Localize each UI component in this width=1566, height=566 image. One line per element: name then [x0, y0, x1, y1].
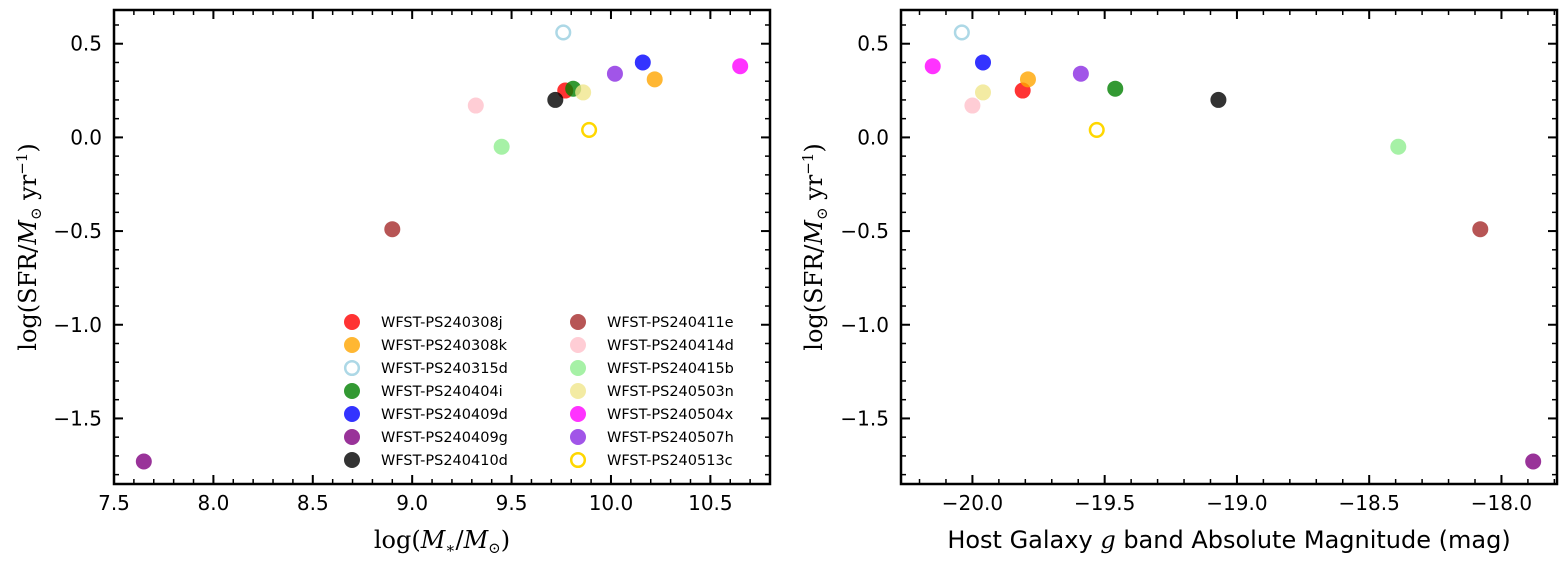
right-point-wfst-ps240404i [1107, 80, 1124, 97]
right-y-tick-label: 0.5 [857, 32, 889, 56]
right-x-tick-label: −19.0 [1206, 491, 1267, 515]
legend-label-wfst-ps240513c: WFST-PS240513c [607, 453, 733, 469]
left-x-tick-label: 9.5 [496, 491, 528, 515]
legend-label-wfst-ps240409g: WFST-PS240409g [381, 430, 508, 446]
right-point-wfst-ps240503n [975, 84, 991, 101]
right-point-wfst-ps240409d [975, 54, 991, 71]
right-x-tick-label: −19.5 [1074, 491, 1135, 515]
right-y-tick-label: −1.5 [840, 406, 889, 430]
left-y-axis-label: log(SFR/M⊙ yr−1) [13, 143, 45, 350]
right-x-tick-label: −18.0 [1471, 491, 1532, 515]
right-y-tick-label: 0.0 [857, 125, 889, 149]
right-point-wfst-ps240504x [924, 58, 941, 75]
legend-marker-wfst-ps240503n [570, 383, 586, 399]
right-point-wfst-ps240308k [1019, 71, 1036, 88]
legend-marker-wfst-ps240404i [344, 383, 360, 399]
legend-label-wfst-ps240404i: WFST-PS240404i [381, 384, 503, 400]
legend-label-wfst-ps240504x: WFST-PS240504x [607, 407, 734, 423]
legend-label-wfst-ps240308j: WFST-PS240308j [381, 315, 503, 331]
left-point-wfst-ps240409d [634, 54, 651, 71]
left-point-wfst-ps240308k [646, 71, 663, 88]
legend-marker-wfst-ps240513c [569, 451, 587, 469]
left-point-wfst-ps240315d [555, 24, 572, 41]
left-point-wfst-ps240414d [467, 97, 484, 114]
left-y-tick-label: −1.0 [53, 313, 102, 337]
legend-marker-wfst-ps240308j [344, 314, 360, 330]
left-data-points [135, 24, 749, 470]
left-tick-labels: 7.5 8.0 8.5 9.0 9.5 10.0 10.5 0.5 0.0 −0.5 −1.0 −1.… [53, 32, 732, 515]
right-point-wfst-ps240414d [964, 97, 981, 114]
right-y-tick-label: −1.0 [840, 313, 889, 337]
legend-marker-wfst-ps240507h [570, 429, 586, 445]
legend-marker-wfst-ps240409g [344, 429, 360, 445]
right-x-tick-label: −18.5 [1339, 491, 1400, 515]
left-x-tick-label: 8.5 [297, 491, 329, 515]
right-data-points [924, 24, 1542, 470]
left-x-axis-label: log(M∗/M⊙) [374, 526, 510, 557]
legend-label-wfst-ps240410d: WFST-PS240410d [381, 453, 508, 469]
legend-marker-wfst-ps240409d [344, 406, 360, 422]
right-y-tick-label: −0.5 [840, 219, 889, 243]
left-point-wfst-ps240507h [606, 65, 623, 82]
legend-label-wfst-ps240308k: WFST-PS240308k [381, 338, 508, 354]
legend-marker-wfst-ps240315d [343, 359, 361, 377]
right-y-axis-label: log(SFR/M⊙ yr−1) [799, 143, 831, 350]
right-tick-labels: −20.0 −19.5 −19.0 −18.5 −18.0 0.5 0.0 −0.5 −1.0 −… [840, 32, 1532, 515]
left-point-wfst-ps240415b [493, 138, 510, 155]
right-point-wfst-ps240315d [953, 24, 970, 41]
left-point-wfst-ps240503n [575, 84, 592, 101]
left-point-wfst-ps240513c [581, 121, 598, 138]
legend-marker-wfst-ps240415b [570, 360, 586, 376]
legend-marker-wfst-ps240504x [570, 406, 586, 422]
legend-label-wfst-ps240414d: WFST-PS240414d [607, 338, 734, 354]
left-point-wfst-ps240410d [547, 91, 564, 108]
legend-label-wfst-ps240409d: WFST-PS240409d [381, 407, 508, 423]
legend-label-wfst-ps240315d: WFST-PS240315d [381, 361, 508, 377]
right-point-wfst-ps240513c [1088, 121, 1105, 138]
legend-label-wfst-ps240507h: WFST-PS240507h [607, 430, 734, 446]
legend: WFST-PS240308j WFST-PS240308k WFST-PS24031… [343, 314, 734, 469]
right-x-tick-label: −20.0 [942, 491, 1003, 515]
left-point-wfst-ps240409g [135, 453, 152, 470]
left-x-tick-label: 10.0 [589, 491, 634, 515]
left-point-wfst-ps240411e [384, 221, 401, 238]
right-panel: −20.0 −19.5 −19.0 −18.5 −18.0 0.5 0.0 −0.5 −1.0 −… [799, 8, 1559, 554]
legend-marker-wfst-ps240410d [344, 452, 360, 468]
legend-marker-wfst-ps240414d [570, 337, 586, 353]
legend-label-wfst-ps240503n: WFST-PS240503n [607, 384, 734, 400]
legend-label-wfst-ps240415b: WFST-PS240415b [607, 361, 734, 377]
legend-marker-wfst-ps240308k [344, 337, 360, 353]
left-ticks [113, 10, 771, 484]
right-point-wfst-ps240415b [1390, 138, 1407, 155]
right-point-wfst-ps240411e [1472, 221, 1489, 238]
left-y-tick-label: −1.5 [53, 406, 102, 430]
left-point-wfst-ps240504x [732, 58, 749, 75]
right-x-axis-label: Host Galaxy g band Absolute Magnitude (m… [947, 526, 1510, 554]
left-y-tick-label: 0.5 [70, 32, 102, 56]
right-plot-frame [899, 8, 1559, 486]
right-point-wfst-ps240410d [1210, 91, 1227, 108]
right-point-wfst-ps240507h [1072, 65, 1089, 82]
left-y-tick-label: 0.0 [70, 125, 102, 149]
right-ticks [901, 10, 1557, 484]
right-point-wfst-ps240409g [1525, 453, 1542, 470]
left-x-tick-label: 7.5 [98, 491, 130, 515]
legend-label-wfst-ps240411e: WFST-PS240411e [607, 315, 734, 331]
legend-marker-wfst-ps240411e [570, 314, 586, 330]
left-plot-frame [112, 8, 772, 486]
left-x-tick-label: 10.5 [688, 491, 733, 515]
left-x-tick-label: 9.0 [396, 491, 428, 515]
left-x-tick-label: 8.0 [197, 491, 229, 515]
left-panel: 7.5 8.0 8.5 9.0 9.5 10.0 10.5 0.5 0.0 −0.5 −1.0 −1.… [13, 8, 772, 557]
left-y-tick-label: −0.5 [53, 219, 102, 243]
